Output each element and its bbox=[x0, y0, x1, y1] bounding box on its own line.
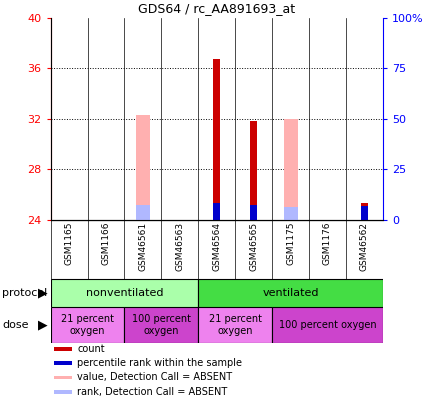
Bar bbox=[136, 115, 150, 220]
Bar bbox=[125, 307, 198, 343]
Text: value, Detection Call = ABSENT: value, Detection Call = ABSENT bbox=[77, 373, 232, 383]
Text: nonventilated: nonventilated bbox=[86, 288, 163, 298]
Bar bbox=[51, 307, 125, 343]
Text: GSM1176: GSM1176 bbox=[323, 222, 332, 265]
Text: ventilated: ventilated bbox=[262, 288, 319, 298]
Bar bbox=[213, 204, 220, 220]
Text: GSM1165: GSM1165 bbox=[65, 222, 73, 265]
Bar bbox=[51, 279, 198, 307]
Text: dose: dose bbox=[2, 320, 29, 330]
Bar bbox=[198, 307, 272, 343]
Text: GSM46562: GSM46562 bbox=[360, 222, 369, 270]
Bar bbox=[283, 119, 297, 220]
Bar bbox=[272, 307, 383, 343]
Text: 100 percent oxygen: 100 percent oxygen bbox=[279, 320, 376, 330]
Bar bbox=[54, 390, 72, 394]
Bar bbox=[361, 206, 368, 220]
Text: GSM1175: GSM1175 bbox=[286, 222, 295, 265]
Text: protocol: protocol bbox=[2, 288, 48, 298]
Bar bbox=[54, 361, 72, 365]
Bar bbox=[54, 375, 72, 379]
Text: GSM46564: GSM46564 bbox=[212, 222, 221, 270]
Text: rank, Detection Call = ABSENT: rank, Detection Call = ABSENT bbox=[77, 387, 227, 396]
Text: 100 percent
oxygen: 100 percent oxygen bbox=[132, 314, 191, 335]
Text: GSM46561: GSM46561 bbox=[138, 222, 147, 271]
Text: GSM46565: GSM46565 bbox=[249, 222, 258, 271]
Bar bbox=[213, 59, 220, 220]
Bar bbox=[361, 204, 368, 220]
Bar bbox=[198, 279, 383, 307]
Title: GDS64 / rc_AA891693_at: GDS64 / rc_AA891693_at bbox=[138, 2, 295, 15]
Text: count: count bbox=[77, 344, 105, 354]
Bar bbox=[283, 207, 297, 220]
Bar bbox=[250, 121, 257, 220]
Text: GSM1166: GSM1166 bbox=[102, 222, 110, 265]
Bar bbox=[54, 347, 72, 351]
Bar bbox=[250, 205, 257, 220]
Text: 21 percent
oxygen: 21 percent oxygen bbox=[209, 314, 262, 335]
Text: ▶: ▶ bbox=[38, 287, 48, 299]
Text: 21 percent
oxygen: 21 percent oxygen bbox=[61, 314, 114, 335]
Text: percentile rank within the sample: percentile rank within the sample bbox=[77, 358, 242, 368]
Bar bbox=[136, 205, 150, 220]
Text: ▶: ▶ bbox=[38, 318, 48, 331]
Text: GSM46563: GSM46563 bbox=[175, 222, 184, 271]
